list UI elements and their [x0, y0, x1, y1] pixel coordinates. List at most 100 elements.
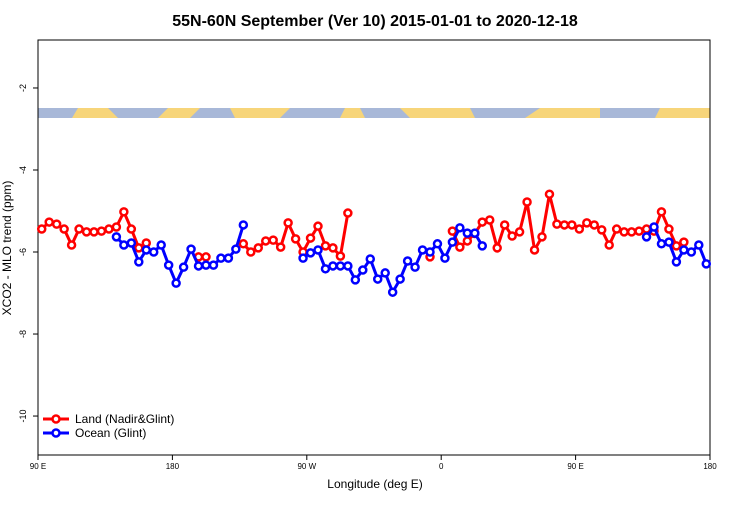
data-point: [447, 226, 458, 236]
data-point: [492, 243, 502, 253]
x-tick-label: 90 E: [30, 462, 46, 471]
data-point: [514, 227, 525, 237]
data-point: [440, 253, 450, 263]
map-strip: [38, 108, 710, 118]
data-point: [223, 253, 234, 263]
data-point: [686, 247, 697, 257]
legend-marker: [51, 428, 61, 438]
data-point: [455, 223, 465, 233]
y-tick-label: -6: [18, 248, 28, 256]
data-point: [51, 219, 62, 229]
data-point: [477, 217, 488, 227]
data-point: [544, 189, 555, 199]
data-point: [208, 260, 219, 270]
data-point: [574, 224, 585, 234]
chart-title: 55N-60N September (Ver 10) 2015-01-01 to…: [172, 13, 578, 30]
data-point: [507, 231, 517, 241]
data-point: [410, 262, 420, 272]
x-tick-label: 90 W: [297, 462, 316, 471]
data-point: [231, 244, 241, 254]
data-point: [671, 257, 682, 267]
data-point: [417, 245, 428, 255]
data-point: [126, 224, 137, 234]
y-axis-label: XCO2 - MLO trend (ppm): [0, 181, 14, 316]
data-point: [186, 244, 196, 254]
data-point: [201, 260, 211, 270]
data-point: [477, 241, 488, 251]
data-point: [343, 208, 353, 218]
x-axis-label: Longitude (deg E): [327, 477, 422, 491]
data-point: [335, 251, 346, 261]
data-point: [328, 243, 338, 253]
x-tick-label: 90 E: [567, 462, 583, 471]
data-point: [470, 228, 480, 238]
data-point: [499, 220, 510, 230]
data-point: [66, 240, 77, 250]
data-point: [156, 240, 166, 250]
data-point: [111, 222, 122, 232]
data-point: [216, 253, 226, 263]
data-point: [455, 242, 465, 252]
data-point: [649, 222, 659, 232]
data-point: [178, 262, 189, 272]
data-point: [328, 261, 338, 271]
data-point: [36, 224, 47, 234]
data-point: [305, 248, 316, 258]
data-point: [484, 215, 495, 225]
y-tick-label: -10: [18, 410, 28, 423]
data-point: [596, 225, 607, 235]
data-point: [529, 245, 540, 255]
data-point: [253, 243, 264, 253]
data-point: [283, 218, 293, 228]
data-point: [335, 261, 346, 271]
legend-label: Land (Nadir&Glint): [75, 412, 174, 426]
data-point: [320, 241, 331, 251]
data-point: [305, 233, 316, 243]
data-point: [380, 268, 390, 278]
data-point: [74, 224, 84, 234]
data-point: [664, 237, 674, 247]
data-point: [44, 217, 54, 227]
x-tick-label: 180: [166, 462, 180, 471]
plot-frame: [37, 39, 711, 456]
legend-label: Ocean (Glint): [75, 426, 146, 440]
data-point: [537, 232, 547, 242]
data-point: [268, 235, 278, 245]
data-point: [275, 242, 286, 252]
data-point: [320, 264, 331, 274]
data-point: [395, 274, 405, 284]
data-point: [462, 236, 473, 246]
data-point: [111, 232, 122, 242]
data-point: [559, 220, 570, 230]
data-point: [260, 236, 271, 246]
data-point: [582, 218, 592, 228]
y-tick-label: -8: [18, 330, 28, 338]
data-point: [163, 260, 174, 270]
y-tick-label: -2: [18, 84, 28, 92]
data-point: [604, 240, 614, 250]
data-point: [96, 226, 107, 236]
data-point: [611, 224, 622, 234]
data-point: [425, 247, 435, 257]
data-point: [119, 207, 129, 217]
data-point: [671, 241, 682, 251]
data-point: [589, 220, 600, 230]
data-point: [626, 227, 637, 237]
data-point: [134, 243, 144, 253]
data-point: [350, 275, 361, 285]
data-point: [694, 240, 704, 250]
data-point: [134, 257, 144, 267]
data-point: [372, 274, 383, 284]
data-point: [664, 224, 674, 234]
data-point: [313, 245, 323, 255]
data-point: [447, 237, 458, 247]
x-tick-label: 0: [439, 462, 444, 471]
data-point: [104, 224, 114, 234]
data-point: [619, 227, 629, 237]
data-point: [238, 220, 249, 230]
data-point: [148, 247, 159, 257]
data-point: [679, 237, 689, 247]
data-point: [59, 224, 69, 234]
data-point: [679, 245, 689, 255]
